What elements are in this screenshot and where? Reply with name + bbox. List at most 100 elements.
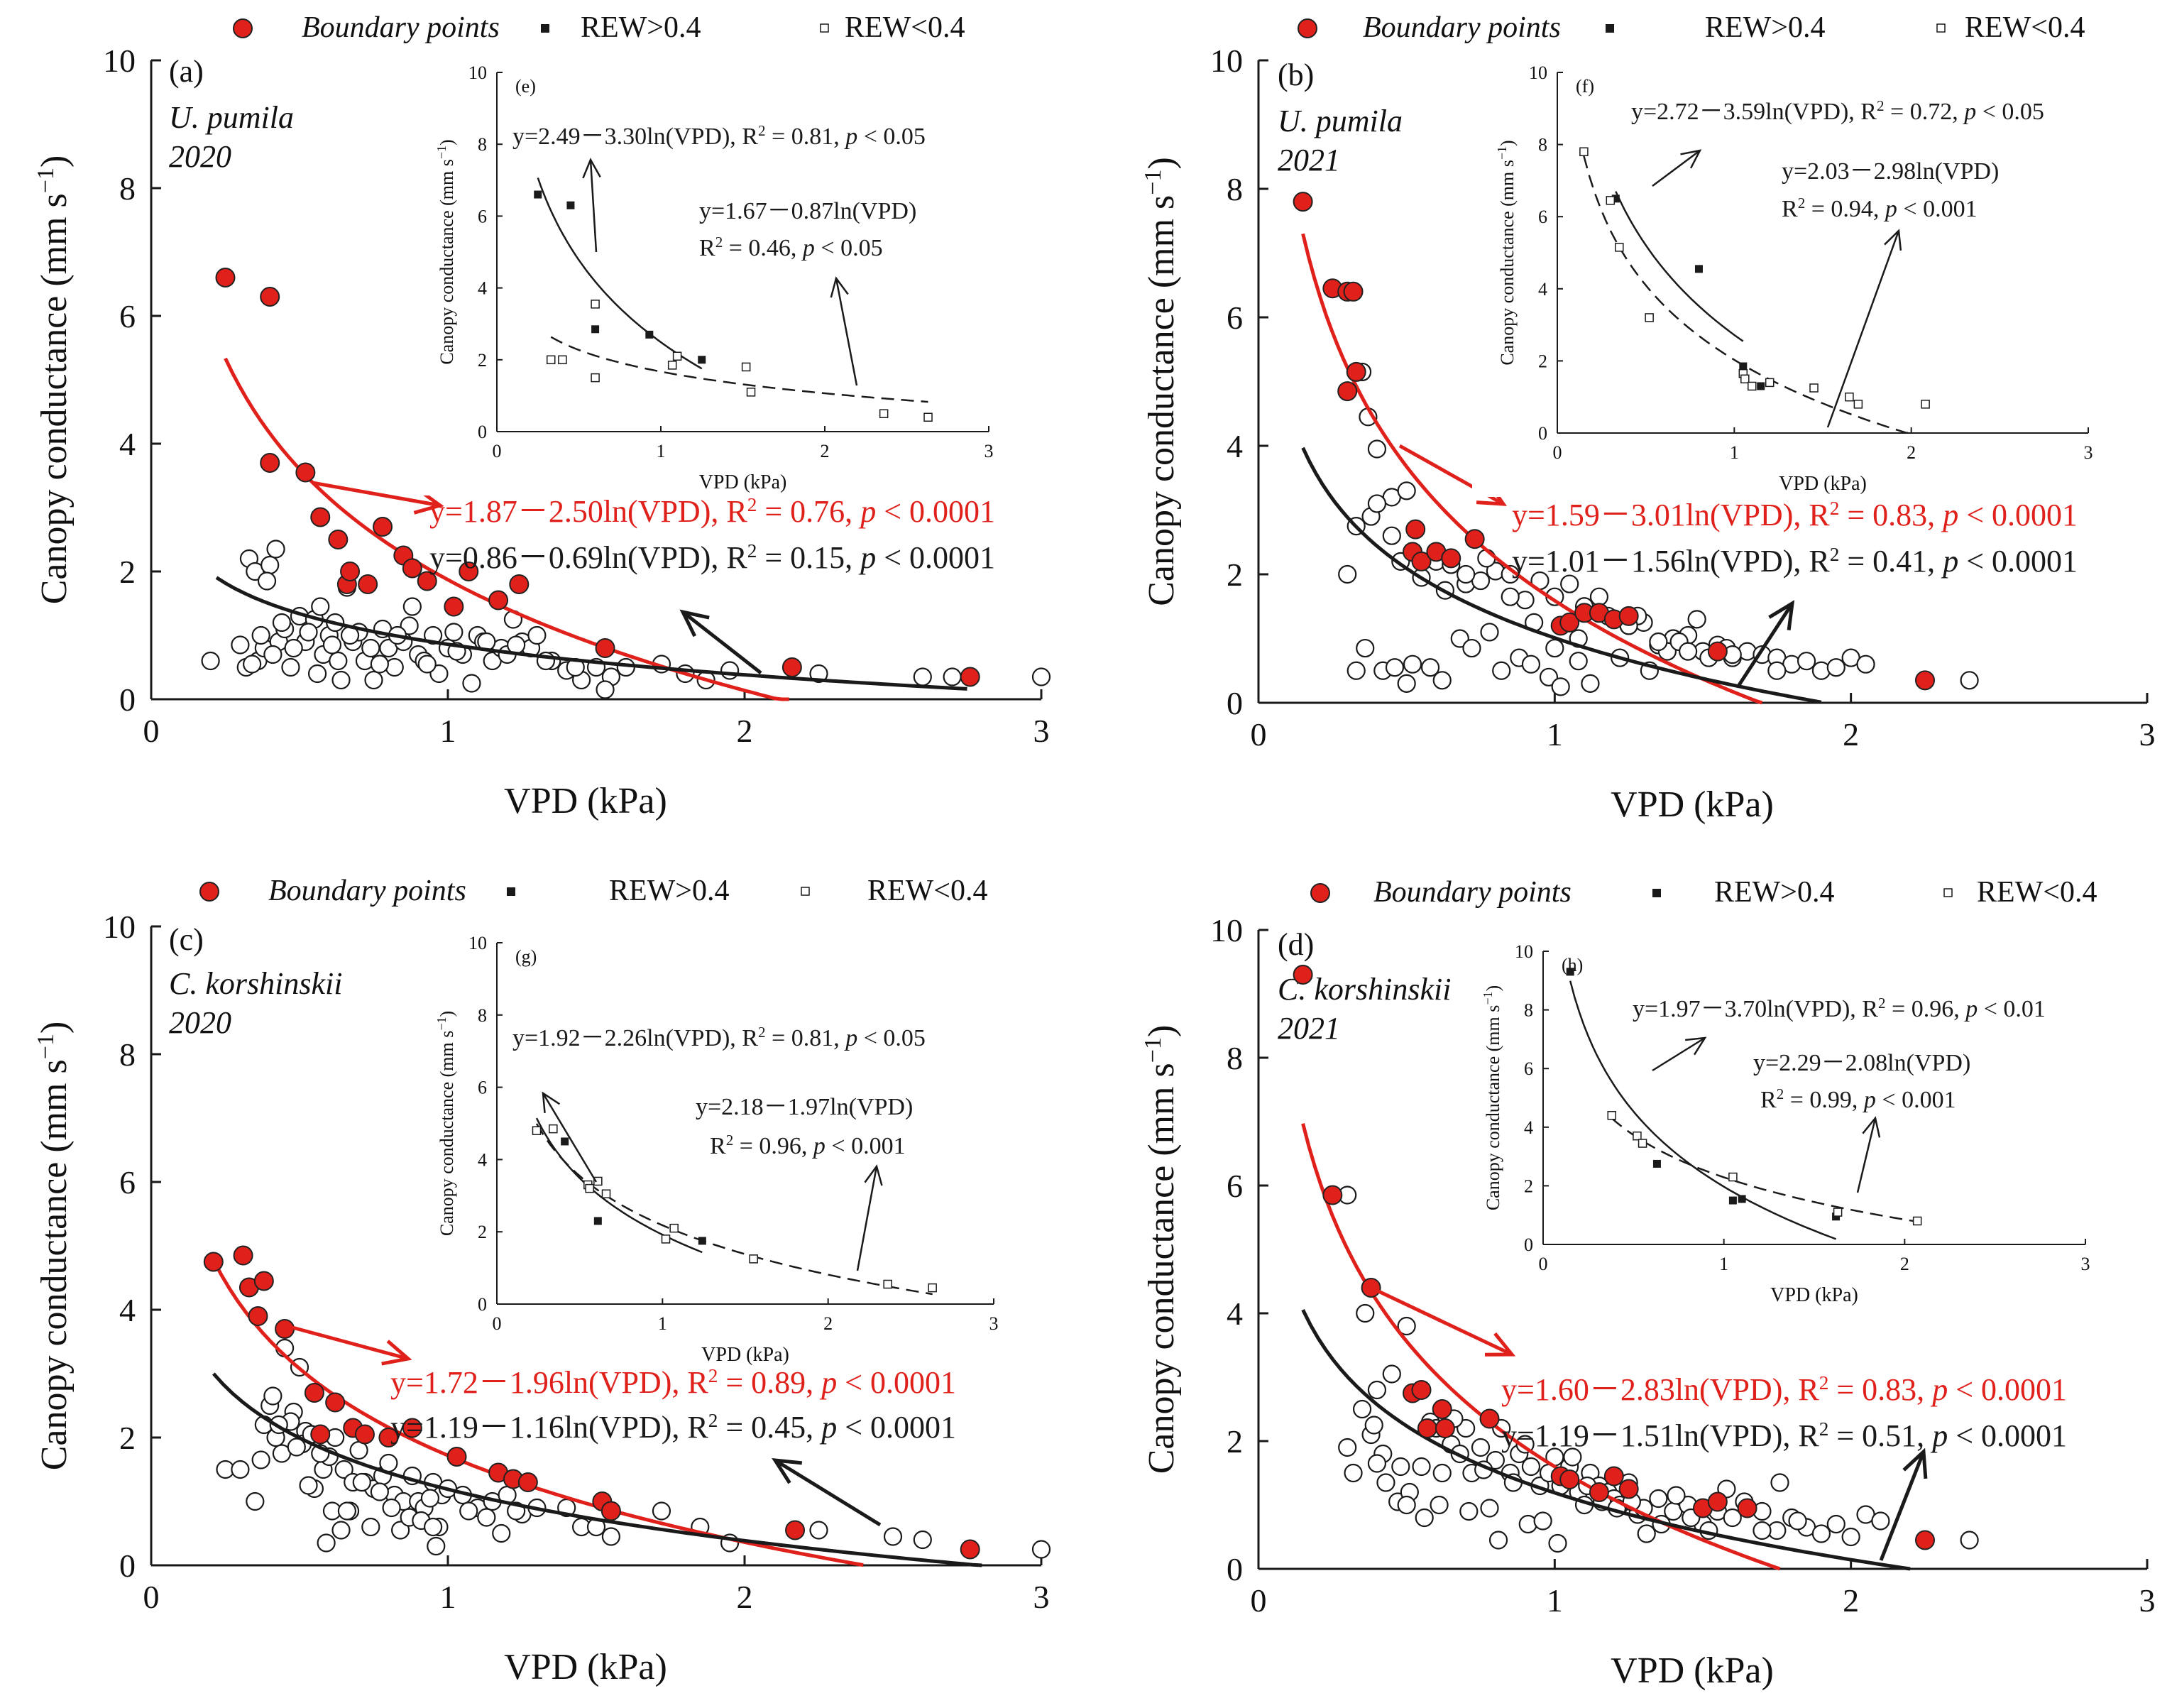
boundary-arrow-shaft	[1376, 1288, 1513, 1357]
species-label: U. pumila	[1278, 104, 1403, 138]
observation-point	[943, 667, 962, 686]
observation-point	[883, 1527, 903, 1546]
observation-point	[1382, 526, 1401, 545]
legend: Boundary points REW>0.4 REW<0.4	[1298, 11, 2085, 44]
observation-point	[391, 1521, 410, 1540]
observation-point	[1667, 1486, 1686, 1505]
observation-point	[1960, 671, 1979, 690]
observation-point	[1753, 1521, 1772, 1540]
inset-y-axis-title-close: )	[437, 1011, 457, 1017]
x-tick-label: 1	[1547, 716, 1563, 752]
all-data-arrow-head	[679, 609, 710, 637]
text-span: < 0.0001	[1958, 544, 2078, 579]
boundary-point	[1293, 965, 1313, 985]
boundary-point	[328, 530, 349, 549]
observation-point	[1480, 1499, 1499, 1518]
y-axis-title: Canopy conductance (mm s−1)	[1140, 157, 1183, 606]
inset-panel-label: (e)	[515, 76, 536, 97]
y-axis-title-exponent: −1	[33, 1034, 59, 1059]
observation-point	[1367, 439, 1387, 459]
observation-point	[201, 651, 220, 671]
boundary-fit-curve	[224, 357, 789, 701]
y-tick-label: 2	[119, 554, 136, 590]
observation-point	[1367, 1454, 1387, 1473]
inset-rew-low-point	[591, 300, 600, 309]
inset-y-axis-title-close: )	[1483, 985, 1503, 992]
text-span: 2	[708, 1365, 718, 1386]
observation-point	[1338, 564, 1357, 584]
observation-point	[1459, 1501, 1479, 1521]
boundary-point	[1618, 1479, 1639, 1499]
inset-rew-high-arrow-head	[582, 158, 601, 179]
boundary-point	[1405, 519, 1426, 540]
boundary-point	[304, 1383, 324, 1403]
observation-point	[1356, 1303, 1375, 1323]
text-span: = 0.99,	[1784, 1087, 1864, 1113]
inset-rew-low-point	[585, 1183, 594, 1193]
text-span: y=1.97－3.70ln(VPD), R	[1633, 996, 1878, 1022]
y-tick-label: 4	[1227, 1296, 1243, 1332]
y-axis-title-exponent: −1	[1140, 170, 1166, 195]
legend-boundary-label: Boundary points	[268, 875, 466, 907]
boundary-point	[444, 596, 464, 617]
observation-point	[477, 1508, 496, 1527]
inset-rew-low-arrow-head	[1884, 229, 1902, 251]
text-span: p	[844, 1025, 857, 1051]
x-axis-title: VPD (kPa)	[504, 1647, 667, 1687]
y-tick-label: 4	[1227, 428, 1243, 464]
inset-f: 0 2 4 6 8 10 0 1 2 3 VPD (kPa) Canopy conductance (…	[1472, 58, 2102, 497]
observation-point	[1539, 667, 1559, 686]
inset-y-tick-label: 6	[1538, 207, 1547, 227]
all-data-arrow-shaft	[774, 1458, 882, 1527]
y-tick-label: 10	[1210, 912, 1243, 948]
observation-point	[1420, 658, 1440, 677]
boundary-equation: y=1.59－3.01ln(VPD), R2 = 0.83, p < 0.000…	[1512, 498, 2078, 532]
inset-x-tick-label: 0	[1539, 1254, 1548, 1274]
inset-rew-low-point	[1765, 378, 1775, 388]
inset-background	[1472, 58, 2102, 497]
inset-y-tick-label: 8	[1538, 135, 1547, 155]
text-span: = 0.83,	[1828, 1372, 1932, 1407]
inset-rew-low-stats: R2 = 0.99, p < 0.001	[1760, 1085, 1956, 1113]
inset-x-tick-label: 1	[1730, 442, 1739, 463]
inset-rew-high-point	[534, 190, 542, 199]
x-tick-label: 0	[143, 713, 160, 749]
observation-point	[601, 1527, 621, 1546]
text-span: 2	[758, 1024, 766, 1041]
observation-point	[1492, 661, 1511, 680]
boundary-point	[488, 590, 509, 611]
text-span: 2	[726, 1132, 734, 1149]
y-tick-label: 0	[119, 1548, 136, 1584]
observation-point	[1432, 1463, 1452, 1483]
observation-point	[1826, 1514, 1845, 1534]
inset-rew-low-point	[746, 388, 756, 397]
y-tick-label: 8	[119, 170, 136, 207]
x-tick-label: 0	[143, 1579, 160, 1615]
text-span: p	[1964, 996, 1978, 1022]
text-span: < 0.0001	[1948, 1418, 2067, 1453]
panel-label: (a)	[169, 54, 204, 89]
boundary-point	[310, 507, 331, 527]
text-span: y=1.59－3.01ln(VPD), R	[1512, 498, 1830, 532]
observation-point	[1367, 1380, 1387, 1400]
y-tick-label: 6	[119, 298, 136, 334]
legend-boundary-marker	[1310, 883, 1330, 903]
inset-y-tick-label: 4	[478, 278, 487, 299]
inset-rew-high-point	[1739, 362, 1748, 371]
text-span: p	[1930, 1418, 1948, 1453]
all-data-equation: y=1.01－1.56ln(VPD), R2 = 0.41, p < 0.000…	[1512, 544, 2078, 579]
all-data-arrow-head	[1768, 600, 1795, 631]
inset-rew-high-point	[1757, 382, 1765, 390]
observation-point	[311, 597, 330, 616]
inset-y-axis-title-close: )	[437, 139, 457, 146]
boundary-point	[1707, 641, 1728, 662]
observation-point	[257, 571, 277, 591]
inset-y-tick-label: 6	[478, 1078, 487, 1098]
observation-point	[337, 1501, 356, 1521]
inset-rew-low-point	[1638, 1139, 1647, 1148]
x-tick-label: 3	[1033, 1579, 1050, 1615]
observation-point	[251, 1450, 270, 1469]
y-tick-label: 8	[1227, 1040, 1243, 1076]
legend-boundary-label: Boundary points	[1373, 876, 1572, 909]
